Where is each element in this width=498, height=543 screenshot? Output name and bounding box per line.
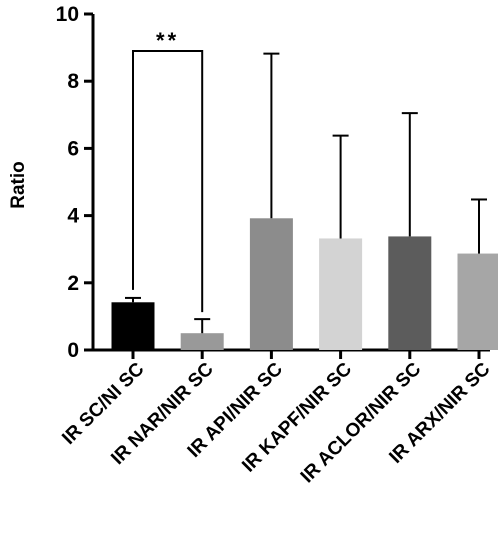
y-tick-label: 0 xyxy=(67,339,79,362)
y-tick-label: 6 xyxy=(67,137,79,160)
y-tick-label: 10 xyxy=(56,3,79,26)
y-tick-label: 8 xyxy=(67,70,79,93)
bar xyxy=(457,253,498,350)
bar xyxy=(319,238,363,350)
bar xyxy=(388,236,432,350)
bar xyxy=(249,218,293,350)
significance-bracket xyxy=(132,49,204,313)
y-axis-label: Ratio xyxy=(8,161,29,209)
bar xyxy=(180,333,224,350)
bar xyxy=(111,302,155,350)
y-tick-label: 2 xyxy=(67,272,79,295)
significance-marker: ** xyxy=(156,28,179,53)
x-tick-label: IR ACLOR/NIR SC xyxy=(297,358,426,487)
y-tick-label: 4 xyxy=(67,205,79,228)
